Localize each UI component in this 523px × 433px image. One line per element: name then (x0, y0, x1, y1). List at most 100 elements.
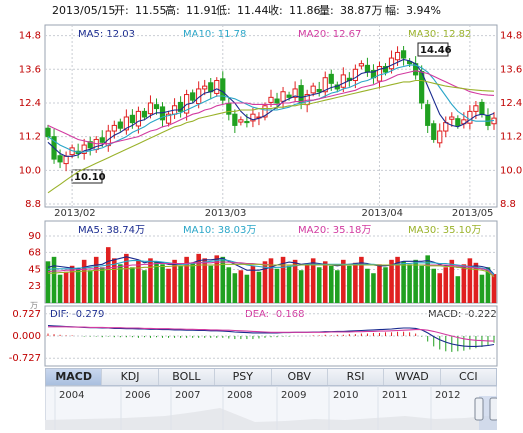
volume-bar (413, 259, 418, 303)
header-high-label: 高: (165, 3, 180, 17)
candle-body (262, 105, 268, 118)
volume-bar (280, 256, 286, 303)
volume-bar (407, 264, 412, 303)
volume-bar (353, 262, 358, 303)
price-ytick-right: 12.4 (500, 98, 522, 109)
macd-ytick: 0.000 (12, 331, 41, 342)
candle-body (232, 113, 238, 126)
volume-bar (335, 270, 340, 303)
candle-body (274, 98, 280, 104)
volume-bar (341, 259, 346, 303)
macd-ytick: 0.727 (12, 309, 41, 320)
volume-ytick: 45 (28, 265, 41, 276)
candle-body (220, 78, 226, 101)
volume-bar (160, 264, 165, 303)
volume-bar (371, 273, 376, 303)
timeline-right-handle[interactable] (489, 397, 497, 421)
header-open: 11.55 (135, 4, 167, 17)
volume-bar (238, 270, 244, 303)
price-ytick-right: 14.8 (500, 31, 522, 42)
candle-body (45, 127, 51, 138)
volume-bar (485, 267, 491, 303)
candle-body (129, 114, 135, 124)
header-close: 11.86 (289, 4, 321, 17)
header-open-label: 开: (114, 4, 129, 17)
candle-body (117, 121, 123, 129)
volume-bar (87, 270, 93, 303)
candle-body (286, 94, 292, 98)
tab-obv[interactable]: OBV (272, 369, 328, 385)
candle-body (473, 105, 479, 112)
price-xtick: 2013/05 (452, 208, 494, 219)
candle-body (310, 85, 316, 94)
candle-body (159, 106, 166, 121)
macd-dea-line (48, 326, 495, 342)
volume-ma10-line (47, 259, 495, 276)
price-ytick-left: 13.6 (19, 64, 41, 75)
header-change: 3.94% (406, 4, 441, 17)
volume-bar (274, 268, 280, 303)
tab-macd[interactable]: MACD (46, 369, 103, 385)
candle-body (147, 102, 154, 115)
volume-bar (491, 274, 497, 303)
candle-body (135, 110, 142, 127)
candle-body (244, 120, 250, 124)
volume-bar (63, 271, 69, 303)
candle-body (226, 103, 232, 115)
volume-bar (136, 259, 141, 303)
timeline-left-handle[interactable] (474, 397, 484, 421)
header-change-label: 幅: (385, 4, 400, 17)
timeline-year-label: 2004 (59, 390, 84, 401)
tab-wvad[interactable]: WVAD (384, 369, 441, 385)
header-low-label: 低: (216, 4, 231, 17)
volume-bar (286, 265, 292, 303)
volume-bar (75, 268, 81, 303)
header-close-label: 收: (268, 3, 283, 17)
volume-bar (99, 267, 105, 303)
volume-bar (154, 261, 159, 303)
candle-body (57, 155, 63, 163)
price-ytick-right: 13.6 (500, 64, 522, 75)
tab-kdj[interactable]: KDJ (102, 369, 159, 385)
tab-boll[interactable]: BOLL (159, 369, 216, 385)
header-volume: 38.87万 (340, 4, 383, 17)
candle-body (316, 88, 322, 93)
price-ytick-right: 11.2 (500, 132, 522, 143)
volume-ma30-line (48, 263, 495, 278)
candle-body (400, 50, 407, 59)
volume-ytick: 23 (28, 281, 41, 292)
timeline-year-label: 2009 (281, 390, 306, 401)
price-legend-ma5: MA5: 12.03 (78, 29, 135, 40)
tab-psy[interactable]: PSY (215, 369, 272, 385)
volume-legend-ma20: MA20: 35.18万 (298, 225, 371, 236)
low-annotation-text: 10.10 (74, 172, 106, 183)
tab-rsi[interactable]: RSI (328, 369, 385, 385)
header-low: 11.44 (237, 4, 269, 17)
volume-bar (69, 265, 75, 303)
timeline-history-area (45, 408, 497, 430)
candle-body (111, 124, 117, 132)
timeline-navigator[interactable]: 2004 2006 2007 2008 2009 2010 2011 2012 (45, 386, 497, 430)
candle-body (153, 104, 160, 110)
chart-svg: 2013/05/15 开: 11.55 高: 11.91 低: 11.44 收:… (9, 3, 522, 367)
timeline-year-label: 2011 (382, 390, 407, 401)
volume-bar (250, 265, 256, 303)
volume-bar (467, 258, 473, 303)
volume-bar (45, 261, 51, 303)
volume-bar (298, 270, 304, 303)
tab-cci[interactable]: CCI (459, 370, 478, 383)
timeline-year-label: 2006 (125, 390, 150, 401)
candle-body (437, 130, 443, 144)
price-ytick-right: 8.8 (500, 199, 516, 210)
timeline-year-label: 2007 (175, 390, 200, 401)
price-xtick: 2013/04 (361, 208, 403, 219)
volume-bar (118, 264, 123, 303)
volume-bar (178, 265, 183, 303)
volume-bar (347, 265, 352, 303)
volume-bar (419, 265, 424, 303)
volume-legend-ma10: MA10: 38.03万 (183, 225, 256, 236)
candle-body (467, 110, 473, 124)
header-high: 11.91 (186, 4, 218, 17)
volume-bar (395, 256, 400, 303)
